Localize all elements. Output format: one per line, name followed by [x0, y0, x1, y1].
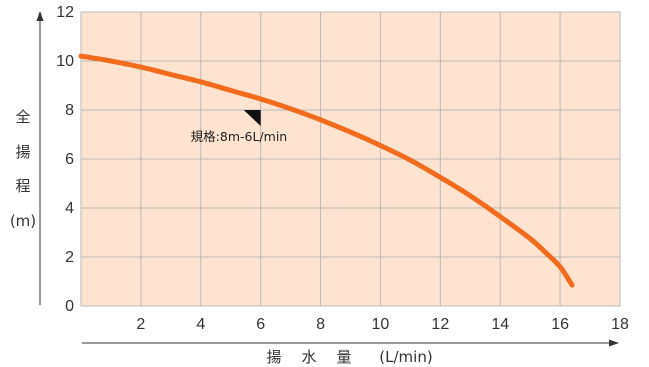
y-axis-title-part: 程 — [15, 177, 30, 195]
annotation-label: 規格:8m-6L/min — [191, 129, 288, 144]
x-tick-label: 4 — [196, 316, 205, 333]
grid-lines — [80, 11, 621, 307]
y-axis-arrow-icon — [36, 11, 44, 21]
x-tick-label: 6 — [256, 316, 265, 333]
x-tick-label: 14 — [491, 316, 509, 333]
y-axis-title: 全揚程 (m) — [10, 108, 36, 230]
x-tick-label: 2 — [136, 316, 145, 333]
x-axis-title-part: 揚 — [266, 348, 281, 366]
y-tick-label: 6 — [65, 151, 74, 168]
y-tick-label: 2 — [65, 249, 74, 266]
y-tick-label: 4 — [65, 200, 74, 217]
x-tick-label: 16 — [551, 316, 569, 333]
x-tick-label: 12 — [431, 316, 449, 333]
x-tick-label: 8 — [316, 316, 325, 333]
axes — [36, 11, 619, 347]
y-tick-label: 12 — [56, 4, 74, 21]
x-axis-title: 揚 水 量 (L/min) — [266, 348, 432, 366]
performance-curve — [78, 53, 575, 288]
x-axis-arrow-icon — [609, 339, 619, 347]
y-tick-label: 10 — [56, 53, 74, 70]
y-tick-labels: 0 2 4 6 8 10 12 — [56, 4, 74, 315]
x-tick-label: 18 — [611, 316, 629, 333]
x-axis-title-part: 量 — [336, 348, 351, 366]
x-tick-labels: 2 4 6 8 10 12 14 16 18 — [136, 316, 629, 333]
x-tick-label: 10 — [372, 316, 390, 333]
y-axis-title-part: (m) — [10, 212, 36, 230]
y-tick-label: 8 — [65, 102, 74, 119]
annotation: 規格:8m-6L/min — [191, 110, 288, 144]
x-axis-title-part: (L/min) — [379, 348, 432, 366]
x-axis-title-part: 水 — [301, 348, 316, 366]
annotation-marker-icon — [243, 110, 261, 126]
y-axis-title-part: 揚 — [15, 143, 30, 161]
y-axis-title-part: 全 — [15, 108, 30, 126]
y-tick-label: 0 — [65, 298, 74, 315]
